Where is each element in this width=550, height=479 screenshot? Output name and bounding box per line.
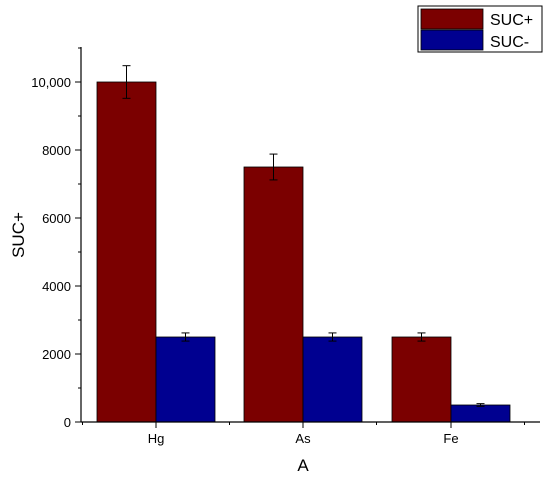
bar-suc-minus-as xyxy=(302,336,363,423)
y-tick-label: 4000 xyxy=(42,279,71,294)
y-tick-label: 10,000 xyxy=(31,75,71,90)
error-bar xyxy=(122,65,131,99)
error-bar xyxy=(328,332,337,342)
axes-layer xyxy=(80,47,540,423)
legend: SUC+ SUC- xyxy=(417,5,543,53)
bar-suc-minus-hg xyxy=(155,336,216,423)
legend-swatch-suc-minus xyxy=(420,29,484,51)
y-tick-label: 8000 xyxy=(42,143,71,158)
x-tick-label: Fe xyxy=(443,431,458,446)
x-axis-title: A xyxy=(297,456,309,475)
legend-label-suc-minus: SUC- xyxy=(490,34,529,51)
y-tick-label: 0 xyxy=(64,415,71,430)
error-bar xyxy=(417,332,426,342)
bar-suc-minusplus-as xyxy=(243,166,304,423)
y-axis-title: SUC+ xyxy=(9,212,28,258)
x-tick-label: Hg xyxy=(148,431,165,446)
bars-layer xyxy=(96,81,511,423)
bar-suc-minusplus-fe xyxy=(391,336,452,423)
y-tick-label: 6000 xyxy=(42,211,71,226)
error-bars-layer xyxy=(122,65,485,407)
error-bar xyxy=(476,403,485,407)
x-ticks-layer: Hg As Fe xyxy=(82,422,525,446)
error-bar xyxy=(269,153,278,181)
x-tick-label: As xyxy=(295,431,311,446)
bar-suc-minusplus-hg xyxy=(96,81,157,423)
error-bar xyxy=(181,332,190,342)
bar-suc-minus-fe xyxy=(450,404,511,423)
y-ticks-layer: 0 2000 4000 6000 8000 10,000 xyxy=(31,47,81,430)
legend-swatch-suc-plus xyxy=(420,8,484,30)
y-tick-label: 2000 xyxy=(42,347,71,362)
legend-label-suc-plus: SUC+ xyxy=(490,12,533,29)
